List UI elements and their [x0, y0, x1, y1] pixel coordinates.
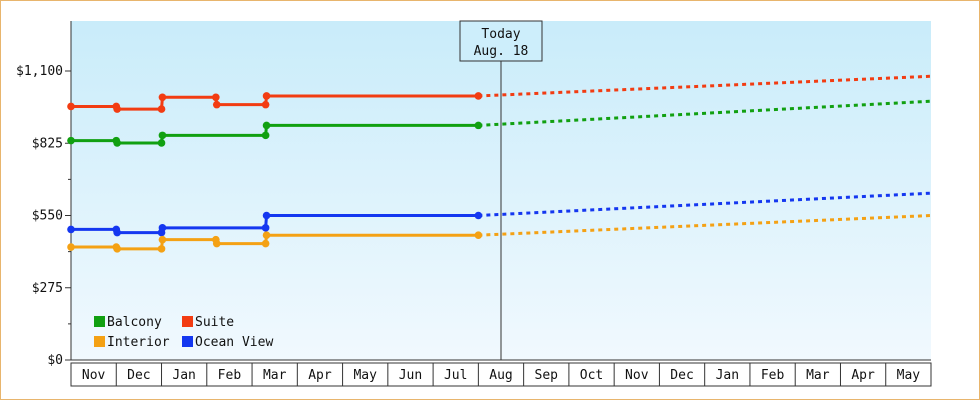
- data-point: [158, 235, 167, 244]
- data-point: [113, 105, 121, 113]
- legend-label: Interior: [107, 335, 170, 350]
- legend-swatch: [94, 316, 105, 327]
- data-point: [262, 92, 271, 100]
- series-forecast-line: [478, 74, 932, 98]
- data-point: [113, 245, 121, 253]
- legend-swatch: [182, 316, 193, 327]
- series-forecast-line: [478, 191, 932, 217]
- data-point: [474, 231, 483, 240]
- month-label: May: [897, 368, 921, 383]
- month-label: Nov: [82, 368, 106, 383]
- month-label: Dec: [127, 368, 150, 383]
- data-point: [261, 131, 270, 140]
- data-point: [261, 100, 270, 109]
- today-marker: Today Aug. 18: [459, 20, 543, 360]
- series-forecast-line: [478, 214, 932, 237]
- month-label: Sep: [535, 368, 559, 383]
- data-point: [157, 139, 166, 147]
- series-ocean-view: [67, 191, 932, 237]
- month-bar: [70, 362, 932, 387]
- series-balcony: [67, 99, 932, 147]
- data-point: [157, 105, 166, 113]
- month-label: Feb: [218, 368, 242, 383]
- month-label: Apr: [308, 368, 332, 383]
- month-label: Mar: [263, 368, 287, 383]
- legend-item-suite: Suite: [182, 315, 234, 330]
- data-point: [262, 231, 271, 240]
- today-date: Aug. 18: [474, 44, 529, 59]
- data-point: [67, 102, 75, 111]
- y-axis: $0 $275 $550 $825 $1,100: [16, 21, 72, 368]
- month-label: Apr: [851, 368, 875, 383]
- month-label: Jan: [716, 368, 739, 383]
- data-point: [212, 100, 221, 109]
- legend-item-interior: Interior: [94, 335, 170, 350]
- legend-item-balcony: Balcony: [94, 315, 162, 330]
- month-label: Feb: [761, 368, 785, 383]
- today-label: Today: [481, 27, 520, 42]
- month-label: Jul: [444, 368, 467, 383]
- data-point: [474, 121, 483, 130]
- series-forecast-line: [478, 99, 932, 127]
- legend-label: Balcony: [107, 315, 162, 330]
- month-label: May: [353, 368, 377, 383]
- data-point: [67, 243, 75, 251]
- today-box: [459, 20, 543, 62]
- data-point: [113, 139, 121, 147]
- series-interior: [67, 214, 932, 253]
- data-point: [157, 245, 166, 253]
- legend-swatch: [182, 336, 193, 347]
- series-layer: [67, 74, 932, 253]
- data-point: [212, 93, 220, 102]
- data-point: [67, 136, 75, 145]
- data-point: [474, 92, 483, 100]
- data-point: [261, 224, 270, 232]
- legend-item-ocean-view: Ocean View: [182, 335, 273, 350]
- month-label: Jan: [172, 368, 195, 383]
- y-tick-label: $275: [32, 281, 63, 296]
- y-tick-label: $825: [32, 136, 63, 151]
- month-label: Dec: [670, 368, 693, 383]
- data-point: [212, 239, 221, 248]
- month-label: Nov: [625, 368, 649, 383]
- data-point: [261, 239, 270, 248]
- data-point: [158, 224, 167, 232]
- month-label: Oct: [580, 368, 603, 383]
- legend-label: Suite: [195, 315, 234, 330]
- legend: Balcony Suite Interior Ocean View: [94, 315, 273, 350]
- month-label: Aug: [489, 368, 512, 383]
- legend-swatch: [94, 336, 105, 347]
- month-label: Mar: [806, 368, 830, 383]
- data-point: [262, 121, 271, 130]
- y-tick-label: $0: [47, 353, 63, 368]
- data-point: [262, 211, 271, 220]
- month-label: Jun: [399, 368, 422, 383]
- data-point: [67, 225, 75, 234]
- legend-label: Ocean View: [195, 335, 273, 350]
- series-suite: [67, 74, 932, 113]
- data-point: [158, 131, 167, 140]
- data-point: [113, 228, 121, 237]
- data-point: [158, 93, 167, 102]
- y-tick-label: $550: [32, 209, 63, 224]
- y-tick-label: $1,100: [16, 64, 63, 79]
- x-axis: Nov Dec Jan Feb Mar Apr May Jun Jul Aug Sep Oct Nov D…: [70, 359, 932, 387]
- data-point: [474, 211, 483, 220]
